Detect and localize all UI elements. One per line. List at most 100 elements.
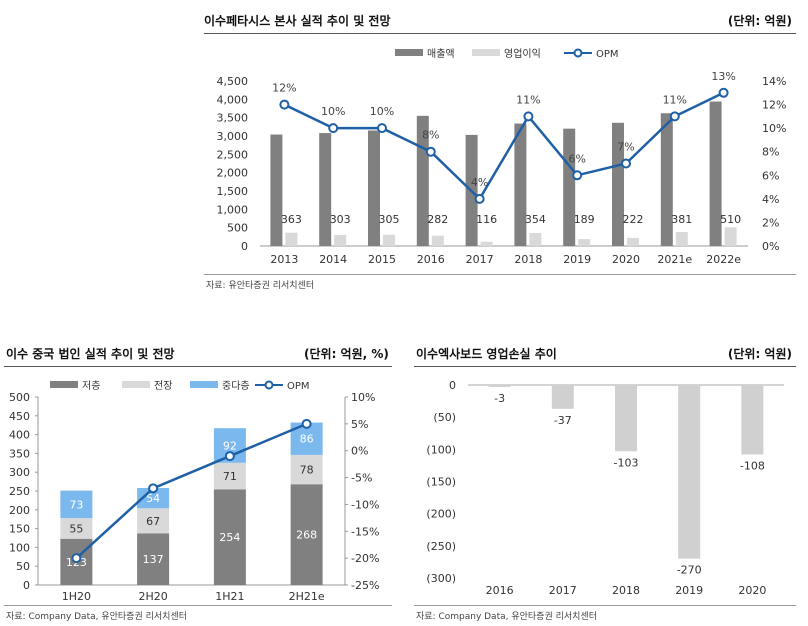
segment-label: 92: [223, 440, 237, 453]
opm-label: 8%: [422, 129, 439, 142]
opm-point: [572, 170, 583, 181]
bar-sales: [319, 133, 332, 246]
bar-sales: [270, 134, 283, 246]
chart3-source: 자료: Company Data, 유안타증권 리서치센터: [416, 612, 598, 622]
x-tick-label: 2H20: [138, 590, 167, 603]
opm-point: [301, 418, 312, 429]
y2-tick-label: 0%: [762, 240, 779, 253]
stack-segment-2: [137, 487, 170, 509]
opm-line: [75, 422, 308, 560]
stack-segment-1: [137, 508, 170, 534]
x-tick-label: 2020: [738, 584, 766, 597]
y-tick-label: 400: [9, 429, 30, 442]
y-tick-label: 300: [9, 466, 30, 479]
chart3-unit: (단위: 억원): [727, 347, 792, 361]
opm-point: [71, 553, 82, 564]
chart1-svg: 매출액 영업이익 OPM 0 500 1,000 1,500 2,000 2,500 3,000 3…: [217, 47, 787, 266]
y-tick-label: (100): [426, 443, 456, 456]
chart2-bottom-rule: [4, 605, 392, 606]
chart2-top-rule: [4, 366, 392, 367]
bar-op-profit: [627, 237, 639, 246]
chart2-source: 자료: Company Data, 유안타증권 리서치센터: [6, 612, 188, 622]
stack-segment-0: [213, 489, 246, 585]
op-profit-label: 282: [427, 213, 448, 226]
bar-sales: [514, 123, 527, 246]
y-tick-label: 4,500: [217, 75, 249, 88]
chart3-svg: 0 (50) (100) (150) (200) (250) (300) -3 2016 -37 2…: [426, 379, 784, 597]
loss-label: -270: [677, 564, 702, 577]
bar-sales: [612, 122, 624, 246]
bar-sales: [709, 101, 722, 247]
opm-label: 4%: [471, 176, 488, 189]
y-tick-label: 2,500: [217, 148, 249, 161]
bar-op-profit: [383, 234, 395, 246]
legend-swatch-0: [50, 381, 78, 388]
x-tick-label: 2018: [612, 584, 640, 597]
op-profit-label: 189: [574, 213, 595, 226]
op-profit-label: 381: [671, 213, 692, 226]
x-tick-label: 2017: [549, 584, 577, 597]
bar-op-profit: [285, 232, 298, 246]
legend-swatch-0: [395, 49, 423, 56]
segment-label: 73: [69, 498, 83, 511]
opm-point: [718, 87, 729, 98]
bar-op-profit: [529, 233, 542, 246]
loss-label: -108: [740, 459, 765, 472]
y-tick-label: 0: [449, 379, 456, 392]
chart3-top-rule: [414, 366, 796, 367]
stack-segment-1: [60, 518, 93, 539]
loss-bar: [488, 385, 511, 387]
chart3-bottom-rule: [414, 605, 796, 606]
op-profit-label: 510: [720, 213, 741, 226]
chart2-unit: (단위: 억원, %): [304, 347, 389, 361]
opm-label: 12%: [272, 82, 296, 95]
y2-tick-label: 6%: [762, 169, 779, 182]
bar-op-profit: [480, 241, 493, 246]
chart1-source: 자료: 유안타증권 리서치센터: [206, 281, 315, 291]
y-tick-label: 1,500: [217, 185, 249, 198]
segment-label: 78: [300, 464, 314, 477]
y-tick-label: 0: [23, 579, 30, 592]
loss-bar: [615, 385, 637, 452]
opm-label: 11%: [663, 93, 687, 106]
y2-tick-label: -15%: [351, 525, 379, 538]
chart1-unit: (단위: 억원): [727, 14, 792, 28]
opm-label: 13%: [711, 70, 735, 83]
y2-tick-label: 5%: [351, 418, 368, 431]
y2-tick-label: 0%: [351, 445, 368, 458]
y-tick-label: 1,000: [217, 203, 249, 216]
chart1-title: 이수페타시스 본사 실적 추이 및 전망: [204, 14, 391, 28]
loss-label: -103: [614, 456, 639, 469]
y-tick-label: 200: [9, 504, 30, 517]
op-profit-label: 303: [330, 213, 351, 226]
chart2-title: 이수 중국 법인 실적 추이 및 전망: [6, 347, 175, 361]
y2-tick-label: 10%: [351, 391, 375, 404]
bar-op-profit: [334, 234, 347, 246]
loss-label: -3: [494, 392, 505, 405]
x-tick-label: 2013: [270, 253, 298, 266]
y-tick-label: 100: [9, 541, 30, 554]
segment-label: 254: [219, 531, 240, 544]
opm-label: 11%: [516, 93, 540, 106]
legend-marker-opm: [573, 48, 583, 58]
y-tick-label: 0: [241, 240, 248, 253]
opm-point: [279, 99, 290, 110]
bar-sales: [660, 113, 673, 247]
opm-label: 10%: [370, 105, 394, 118]
y2-tick-label: 4%: [762, 193, 779, 206]
x-tick-label: 2017: [466, 253, 494, 266]
opm-point: [328, 123, 339, 134]
chart1-bottom-rule: [204, 274, 796, 275]
op-profit-label: 222: [623, 213, 644, 226]
opm-point: [224, 451, 235, 462]
y-tick-label: 50: [16, 560, 30, 573]
y-tick-label: 3,000: [217, 130, 249, 143]
stack-segment-2: [60, 490, 93, 519]
y-tick-label: 2,000: [217, 167, 249, 180]
x-tick-label: 1H21: [215, 590, 244, 603]
x-tick-label: 2019: [675, 584, 703, 597]
y-tick-label: 4,000: [217, 93, 249, 106]
segment-label: 55: [69, 522, 83, 535]
opm-point: [425, 146, 436, 157]
x-tick-label: 2016: [417, 253, 445, 266]
